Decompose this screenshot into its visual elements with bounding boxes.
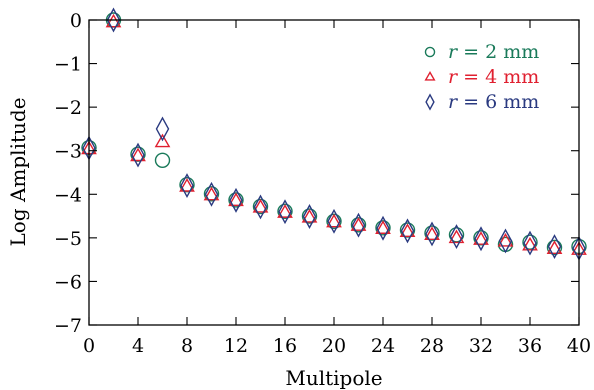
diamond-point	[474, 226, 488, 252]
legend-label: r = 4 mm	[448, 66, 539, 88]
diamond-point	[449, 224, 464, 250]
diamond-point	[106, 7, 121, 33]
diamond-point	[376, 215, 390, 241]
x-tick-label: 12	[224, 335, 248, 357]
triangle-point	[326, 213, 342, 228]
diamond-point	[327, 208, 341, 234]
circle-point	[473, 230, 489, 246]
diamond-point	[253, 194, 268, 220]
triangle-point	[497, 232, 514, 247]
triangle-point	[252, 198, 269, 213]
triangle-point	[399, 223, 416, 238]
legend-diamond-symbol	[425, 93, 435, 111]
triangle-point	[350, 217, 367, 231]
triangle-point	[546, 240, 563, 255]
x-tick-label: 8	[181, 335, 193, 357]
x-tick-label: 20	[322, 335, 346, 357]
circle-point	[424, 225, 440, 241]
x-tick-label: 32	[469, 335, 493, 357]
triangle-point	[448, 229, 465, 244]
diamond-point	[229, 187, 243, 213]
triangle-point	[277, 204, 293, 218]
x-tick-label: 4	[132, 335, 144, 357]
x-tick-label: 28	[420, 335, 444, 357]
x-tick-label: 40	[567, 335, 591, 357]
triangle-point	[179, 178, 195, 192]
triangle-point	[228, 192, 244, 207]
plot-marks	[81, 7, 587, 261]
legend-triangle-symbol	[424, 71, 436, 81]
x-tick-label: 24	[371, 335, 395, 357]
triangle-point	[203, 186, 220, 201]
triangle-point	[105, 13, 122, 28]
legend-circle-symbol	[424, 46, 436, 58]
y-tick-label: −4	[54, 184, 82, 206]
diamond-point	[547, 234, 562, 260]
triangle-point	[154, 133, 171, 148]
diamond-point	[425, 221, 439, 247]
diamond-point	[302, 204, 317, 229]
diamond-point	[278, 199, 292, 225]
triangle-point	[130, 147, 146, 162]
triangle-point	[522, 236, 538, 251]
x-tick-label: 0	[83, 335, 95, 357]
y-axis-title: Log Amplitude	[6, 97, 30, 246]
y-tick-label: −2	[54, 97, 82, 119]
triangle-point	[375, 220, 391, 234]
diamond-point	[351, 212, 366, 238]
diamond-point	[498, 228, 513, 254]
diamond-point	[400, 218, 415, 244]
circle-point	[179, 176, 195, 193]
triangle-point	[301, 208, 318, 223]
axis-ticks: 0 4 8 12 16 20 24 28 32 36 40 0 −1 −2 −3 −4 −5 −6 −7	[54, 10, 591, 357]
y-tick-label: −6	[54, 271, 82, 293]
triangle-point	[473, 231, 489, 245]
diamond-point	[155, 116, 170, 142]
circle-point	[399, 222, 416, 238]
diamond-point	[180, 173, 194, 199]
y-tick-label: −7	[54, 315, 82, 337]
diamond-point	[523, 230, 537, 256]
triangle-point	[424, 226, 440, 241]
legend-label: r = 6 mm	[448, 91, 539, 113]
circle-point	[130, 146, 146, 162]
legend: r = 2 mm r = 4 mm r = 6 mm	[424, 41, 539, 113]
x-axis-title: Multipole	[285, 366, 382, 390]
legend-label: r = 2 mm	[448, 41, 539, 63]
y-tick-label: −5	[54, 228, 82, 250]
y-tick-label: −3	[54, 141, 82, 163]
y-tick-label: −1	[54, 54, 82, 76]
diamond-point	[131, 142, 145, 168]
y-tick-label: 0	[70, 10, 82, 32]
circle-point	[154, 152, 171, 169]
x-tick-label: 16	[273, 335, 297, 357]
x-tick-label: 36	[518, 335, 542, 357]
diamond-point	[204, 181, 219, 207]
